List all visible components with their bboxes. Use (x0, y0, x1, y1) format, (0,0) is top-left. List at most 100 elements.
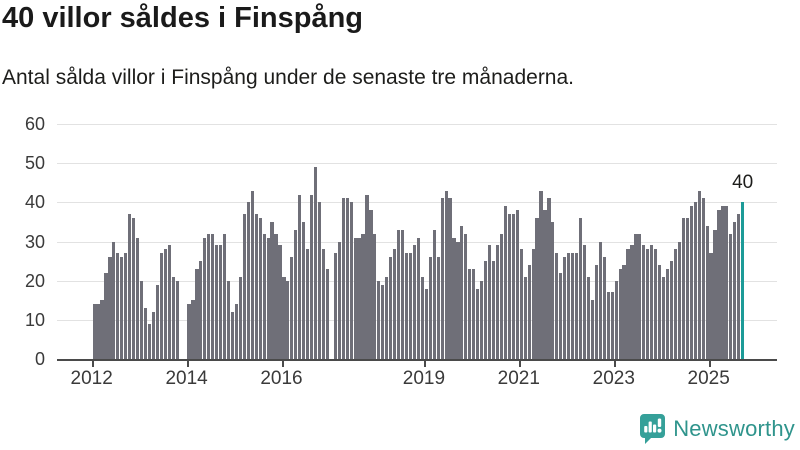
bar (333, 253, 337, 360)
bar (163, 249, 167, 359)
bar (96, 304, 100, 359)
bar (104, 272, 108, 359)
bar (128, 214, 132, 359)
bar (274, 233, 278, 359)
bar (139, 280, 144, 359)
bar (278, 245, 282, 359)
bar (108, 257, 112, 359)
bar (491, 261, 496, 359)
bar (408, 253, 413, 360)
x-axis-tick-2019 (423, 361, 426, 367)
y-axis-label-50: 50 (24, 153, 45, 174)
bar (286, 280, 290, 359)
bar (535, 218, 539, 359)
bar (721, 206, 725, 360)
bar (586, 276, 591, 360)
bar (92, 304, 96, 359)
bar (341, 198, 345, 359)
bar (393, 249, 397, 359)
gridline-60 (57, 124, 777, 125)
bar (519, 249, 523, 359)
bar (594, 265, 598, 359)
brand-name: Newsworthy (673, 416, 795, 441)
bar (167, 245, 171, 359)
bar (207, 233, 211, 359)
bar (626, 249, 630, 359)
bar (578, 218, 583, 359)
bar (397, 229, 401, 360)
bar (321, 249, 326, 359)
bar (717, 210, 721, 359)
bar (195, 268, 199, 359)
bar (650, 245, 654, 359)
bar (681, 218, 685, 359)
x-axis-label-2012: 2012 (70, 368, 113, 389)
bar (377, 280, 381, 359)
bar (345, 198, 349, 359)
bar (484, 261, 488, 359)
bar (302, 221, 306, 359)
bar (294, 229, 298, 360)
chart-title: 40 villor såldes i Finspång (2, 2, 364, 34)
bar (112, 241, 116, 359)
x-axis-tick-2025 (708, 361, 711, 367)
bar (136, 237, 140, 359)
bar (223, 233, 227, 359)
bar (317, 202, 322, 359)
bar (527, 265, 531, 359)
bar (685, 218, 689, 359)
bar (416, 237, 420, 359)
bar (325, 268, 330, 359)
bar (614, 280, 618, 359)
bar (120, 257, 124, 359)
bar (266, 237, 270, 359)
x-axis-tick-2014 (186, 361, 189, 367)
bar (171, 276, 175, 360)
newsworthy-bubble-chart-icon (640, 414, 666, 444)
bar (598, 241, 602, 359)
bar (219, 245, 223, 359)
x-axis-label-2021: 2021 (497, 368, 540, 389)
bar (468, 268, 472, 359)
bar (606, 292, 610, 359)
bar (246, 202, 250, 359)
bar (282, 276, 286, 360)
bar (187, 304, 191, 359)
bar (215, 245, 219, 359)
x-axis-tick-2021 (518, 361, 521, 367)
bar (424, 288, 428, 359)
chart-subtitle: Antal sålda villor i Finspång under de s… (2, 66, 575, 89)
bar (646, 249, 650, 359)
x-axis-tick-2012 (91, 361, 94, 367)
bar (460, 225, 464, 359)
bar (226, 280, 231, 359)
bar (381, 284, 385, 359)
bar (369, 210, 373, 359)
bar (669, 261, 674, 359)
bar (262, 233, 266, 359)
newsworthy-logo: Newsworthy (639, 412, 795, 446)
bar (610, 292, 614, 359)
x-axis-label-2019: 2019 (402, 368, 446, 389)
bar (555, 253, 559, 360)
bar (242, 214, 246, 359)
bar (100, 300, 104, 360)
bar (658, 265, 662, 359)
bar (230, 312, 235, 359)
bar (436, 257, 440, 359)
bar (523, 276, 527, 360)
bar (507, 214, 511, 359)
bar (440, 198, 444, 359)
last-value-label: 40 (732, 172, 754, 194)
x-axis-tick-2016 (281, 361, 284, 367)
bar (444, 190, 448, 359)
bar (349, 202, 353, 359)
bar (199, 261, 203, 359)
bar (618, 268, 622, 359)
bar (428, 257, 432, 359)
y-axis-label-20: 20 (24, 270, 45, 291)
bar (159, 253, 163, 360)
bar (689, 206, 693, 360)
bar (132, 218, 136, 359)
